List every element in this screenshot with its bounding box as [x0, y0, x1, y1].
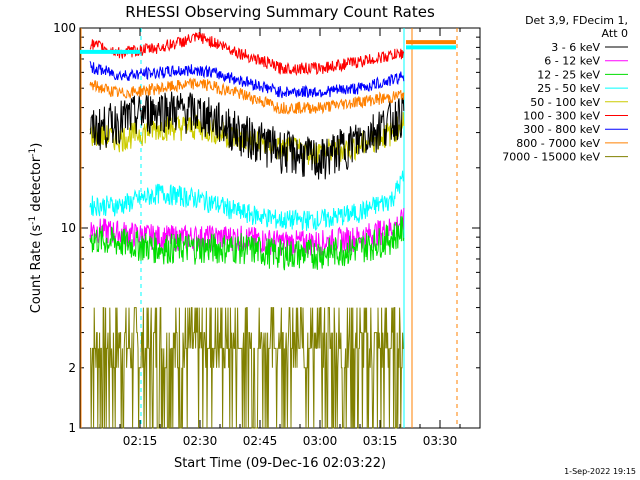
chart-title: RHESSI Observing Summary Count Rates: [125, 3, 435, 21]
y-tick-label: 10: [61, 221, 76, 235]
footer-date: 1-Sep-2022 19:15: [564, 467, 636, 476]
legend-label: 12 - 25 keV: [537, 68, 600, 81]
x-tick-label: 02:45: [243, 434, 278, 448]
series-line: [89, 77, 405, 115]
y-tick-label: 2: [68, 361, 76, 375]
legend-label: 25 - 50 keV: [537, 82, 600, 95]
x-tick-label: 03:15: [363, 434, 398, 448]
legend-label: 7000 - 15000 keV: [502, 151, 600, 164]
legend-label: 50 - 100 keV: [530, 96, 600, 109]
x-tick-label: 02:15: [123, 434, 158, 448]
x-axis-label: Start Time (09-Dec-16 02:03:22): [174, 456, 386, 471]
legend-label: 6 - 12 keV: [544, 55, 600, 68]
series-line: [89, 216, 405, 271]
x-tick-label: 02:30: [183, 434, 218, 448]
x-tick-label: 03:30: [423, 434, 458, 448]
legend-label: 800 - 7000 keV: [516, 137, 600, 150]
y-axis-label: Count Rate (s-1 detector-1): [28, 143, 44, 314]
series-group: [80, 31, 456, 429]
legend-label: 100 - 300 keV: [523, 110, 600, 123]
legend-label: 300 - 800 keV: [523, 123, 600, 136]
series-line: [89, 31, 405, 77]
legend-header: Det 3,9, FDecim 1,: [525, 14, 628, 27]
legend-label: 3 - 6 keV: [551, 41, 600, 54]
series-line: [89, 170, 405, 231]
series-line: [90, 307, 404, 429]
series-line: [89, 61, 405, 99]
series-line: [89, 91, 405, 180]
axes: 100 10 1 2 02:15 02:30 02:45 03:00 03:15 03:30: [53, 21, 481, 448]
legend-header: Att 0: [602, 27, 628, 40]
x-tick-label: 03:00: [303, 434, 338, 448]
y-tick-label: 1: [68, 421, 76, 435]
y-tick-label: 100: [53, 21, 76, 35]
